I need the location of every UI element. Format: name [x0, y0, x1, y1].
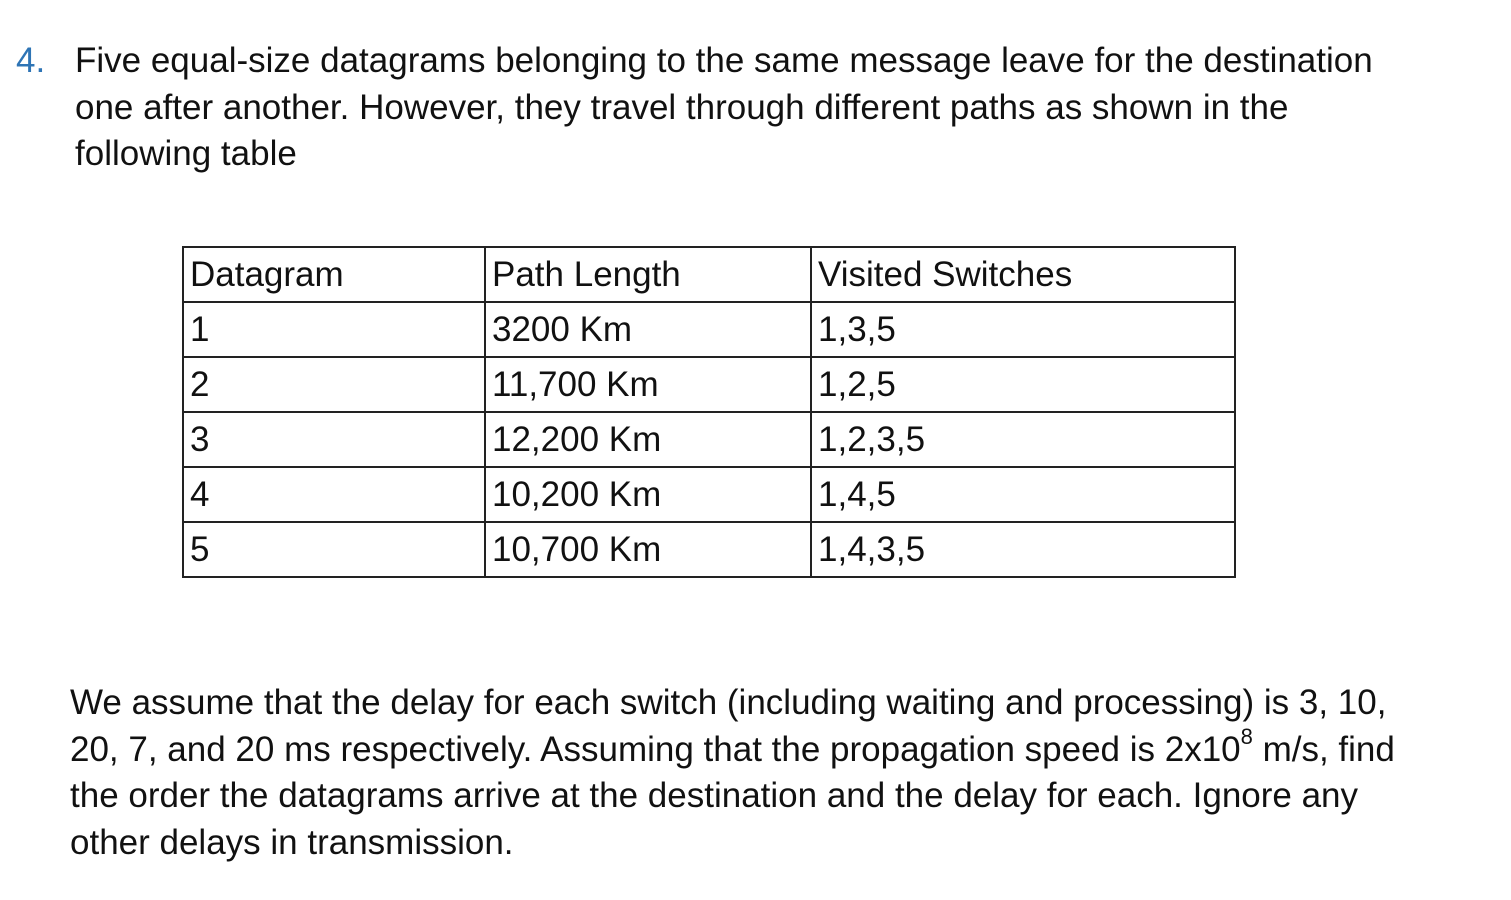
exponent: 8	[1240, 723, 1253, 749]
cell-visited-switches: 1,2,5	[810, 356, 1236, 413]
header-datagram: Datagram	[182, 246, 486, 303]
cell-path-length: 10,700 Km	[484, 521, 812, 578]
header-path-length: Path Length	[484, 246, 812, 303]
cell-path-length: 11,700 Km	[484, 356, 812, 413]
header-visited-switches: Visited Switches	[810, 246, 1236, 303]
cell-path-length: 12,200 Km	[484, 411, 812, 468]
question-number: 4.	[16, 41, 46, 80]
cell-datagram: 5	[182, 521, 486, 578]
question-followup: We assume that the delay for each switch…	[70, 680, 1430, 866]
followup-text-part1: We assume that the delay for each switch…	[70, 683, 1387, 769]
followup-text-part2: m/s, find the order the datagrams arrive…	[70, 729, 1395, 862]
table-row: 2 11,700 Km 1,2,5	[182, 356, 1236, 413]
question-intro: Five equal-size datagrams belonging to t…	[75, 41, 1373, 173]
table-row: 1 3200 Km 1,3,5	[182, 301, 1236, 358]
cell-visited-switches: 1,4,5	[810, 466, 1236, 523]
cell-visited-switches: 1,3,5	[810, 301, 1236, 358]
cell-path-length: 3200 Km	[484, 301, 812, 358]
cell-visited-switches: 1,4,3,5	[810, 521, 1236, 578]
cell-datagram: 2	[182, 356, 486, 413]
cell-datagram: 1	[182, 301, 486, 358]
cell-visited-switches: 1,2,3,5	[810, 411, 1236, 468]
cell-datagram: 3	[182, 411, 486, 468]
cell-path-length: 10,200 Km	[484, 466, 812, 523]
table-header-row: Datagram Path Length Visited Switches	[182, 246, 1236, 303]
datagram-table: Datagram Path Length Visited Switches 1 …	[182, 246, 1236, 578]
table-row: 3 12,200 Km 1,2,3,5	[182, 411, 1236, 468]
table-row: 4 10,200 Km 1,4,5	[182, 466, 1236, 523]
table-row: 5 10,700 Km 1,4,3,5	[182, 521, 1236, 578]
cell-datagram: 4	[182, 466, 486, 523]
